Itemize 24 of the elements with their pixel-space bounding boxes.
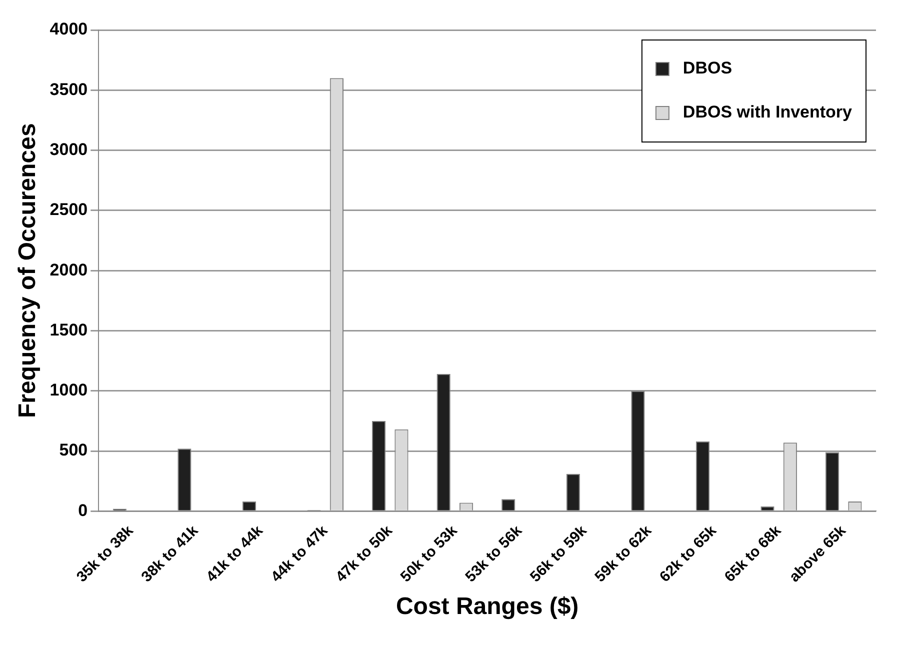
x-tick-label: 65k to 68k	[721, 522, 786, 586]
x-tick-label: 44k to 47k	[268, 522, 332, 586]
y-tick-label: 1000	[50, 380, 88, 400]
y-tick-label: 2000	[50, 260, 88, 280]
y-tick-label: 4000	[50, 20, 88, 39]
y-tick-label: 2500	[50, 200, 88, 220]
x-tick-label: 47k to 50k	[332, 522, 396, 586]
y-axis-title: Frequency of Occurences	[14, 123, 42, 418]
x-tick-label: 38k to 41k	[138, 522, 202, 586]
y-tick-label: 500	[59, 440, 88, 460]
legend-label: DBOS with Inventory	[682, 102, 853, 122]
x-axis-title: Cost Ranges ($)	[396, 593, 579, 620]
x-tick-label: 41k to 44k	[203, 522, 267, 586]
x-tick-label: 50k to 53k	[397, 522, 462, 586]
x-tick-label: 59k to 62k	[592, 522, 656, 586]
x-tick-label: 62k to 65k	[656, 522, 720, 586]
x-tick-label: 53k to 56k	[462, 522, 526, 586]
y-tick-label: 3500	[50, 80, 88, 99]
y-tick-label: 3000	[50, 140, 88, 159]
legend-label: DBOS	[682, 58, 732, 78]
y-tick-label: 1500	[50, 320, 88, 340]
x-tick-label: 56k to 59k	[526, 522, 591, 586]
y-tick-label: 0	[78, 500, 88, 520]
x-tick-label: 35k to 38k	[73, 522, 138, 586]
